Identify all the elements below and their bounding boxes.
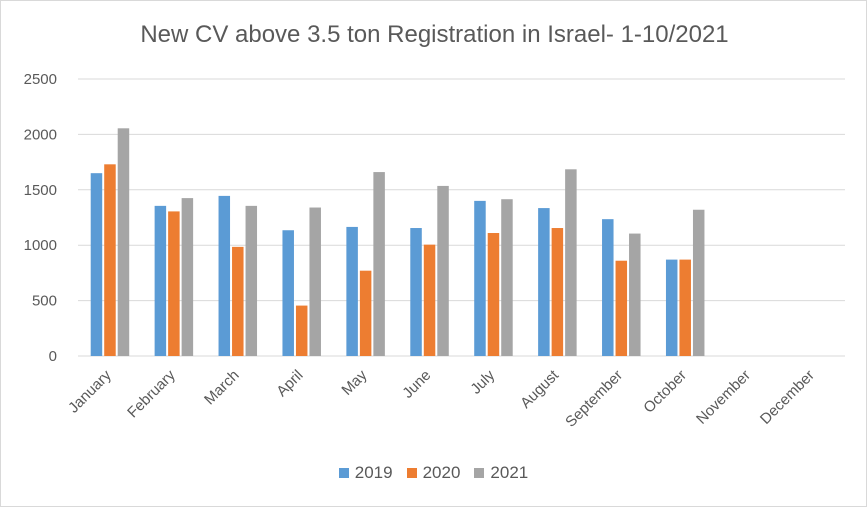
y-tick-label-1000: 1000 bbox=[24, 237, 57, 254]
bar-2019-june bbox=[410, 228, 422, 356]
bar-2019-march bbox=[218, 195, 231, 356]
legend: 2019 2020 2021 bbox=[0, 463, 867, 483]
y-tick-label-2500: 2500 bbox=[24, 71, 57, 88]
bar-2021-october bbox=[692, 209, 705, 356]
legend-label-2020: 2020 bbox=[422, 463, 461, 482]
legend-label-2021: 2021 bbox=[490, 463, 529, 482]
bar-2021-february bbox=[181, 198, 194, 356]
chart-title: New CV above 3.5 ton Registration in Isr… bbox=[140, 21, 729, 48]
bar-2021-august bbox=[565, 169, 577, 356]
y-tick-label-1500: 1500 bbox=[24, 182, 57, 199]
bar-2019-january bbox=[90, 173, 103, 356]
y-tick-label-500: 500 bbox=[32, 293, 57, 310]
x-tick-label-april: April bbox=[273, 367, 306, 400]
bar-2019-august bbox=[538, 208, 550, 356]
bar-2020-april bbox=[295, 305, 308, 356]
bar-2021-july bbox=[501, 199, 513, 356]
bar-2021-january bbox=[117, 128, 130, 356]
x-tick-label-november: November bbox=[693, 367, 754, 428]
x-tick-label-march: March bbox=[201, 367, 242, 408]
bar-2020-march bbox=[232, 246, 244, 356]
bar-2021-june bbox=[437, 185, 449, 356]
bar-2020-september bbox=[615, 260, 628, 356]
x-tick-label-december: December bbox=[757, 367, 818, 428]
bar-2020-october bbox=[679, 259, 691, 356]
bar-2019-july bbox=[474, 200, 486, 356]
bar-2021-september bbox=[629, 233, 641, 356]
bar-2019-february bbox=[154, 205, 167, 356]
bar-2019-may bbox=[346, 226, 358, 356]
x-tick-label-september: September bbox=[562, 367, 626, 431]
bar-2020-may bbox=[359, 270, 372, 356]
bar-2019-october bbox=[665, 259, 678, 356]
x-tick-label-august: August bbox=[517, 366, 563, 412]
legend-swatch-2021 bbox=[474, 468, 485, 478]
x-tick-label-june: June bbox=[399, 367, 434, 402]
legend-label-2019: 2019 bbox=[354, 463, 393, 482]
legend-swatch-2020 bbox=[406, 468, 417, 478]
bar-2020-august bbox=[551, 228, 564, 356]
x-tick-label-february: February bbox=[124, 366, 179, 421]
bar-2019-september bbox=[602, 219, 614, 356]
x-tick-label-january: January bbox=[65, 366, 115, 416]
legend-item-2021: 2021 bbox=[474, 463, 528, 483]
legend-item-2019: 2019 bbox=[338, 463, 393, 483]
bar-2020-july bbox=[487, 233, 500, 356]
bar-2019-april bbox=[282, 230, 294, 356]
bar-2021-april bbox=[309, 207, 321, 356]
x-tick-label-july: July bbox=[467, 366, 498, 397]
bar-2021-march bbox=[245, 205, 258, 356]
y-tick-label-0: 0 bbox=[49, 348, 57, 365]
x-tick-label-october: October bbox=[640, 367, 690, 417]
legend-swatch-2019 bbox=[338, 468, 349, 478]
x-tick-label-may: May bbox=[338, 366, 370, 398]
bar-2020-february bbox=[168, 211, 180, 356]
y-tick-label-2000: 2000 bbox=[24, 126, 57, 143]
legend-item-2020: 2020 bbox=[406, 463, 461, 483]
bar-2020-june bbox=[423, 244, 436, 356]
bar-2020-january bbox=[104, 164, 116, 356]
bar-2021-may bbox=[373, 172, 385, 356]
